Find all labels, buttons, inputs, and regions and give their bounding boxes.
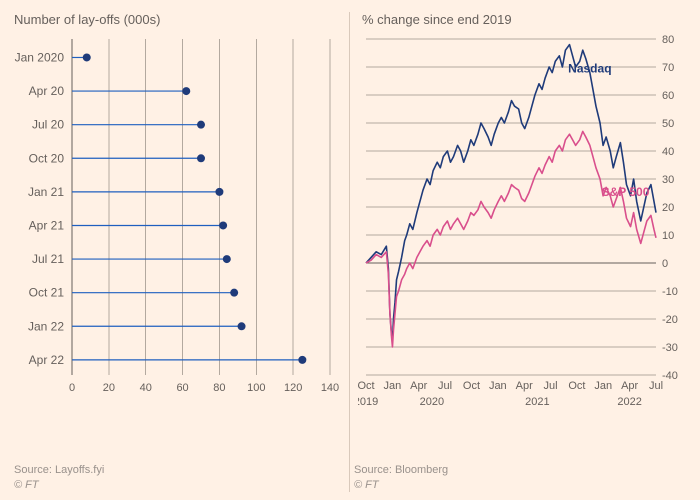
category-label: Jan 2020 bbox=[15, 50, 65, 64]
y-tick-label: 70 bbox=[662, 62, 674, 74]
y-tick-label: 10 bbox=[662, 230, 674, 242]
lollipop-dot bbox=[219, 221, 227, 229]
left-source: Source: Layoffs.fyi bbox=[14, 463, 104, 477]
x-month-label: Oct bbox=[463, 380, 480, 392]
x-tick-label: 120 bbox=[284, 382, 302, 394]
left-copyright: © FT bbox=[14, 478, 104, 492]
right-panel-title: % change since end 2019 bbox=[362, 12, 690, 27]
category-label: Apr 20 bbox=[29, 84, 65, 98]
x-month-label: Jan bbox=[489, 380, 507, 392]
x-tick-label: 80 bbox=[213, 382, 225, 394]
lollipop-dot bbox=[238, 322, 246, 330]
category-label: Jan 22 bbox=[28, 319, 64, 333]
category-label: Jul 20 bbox=[32, 118, 64, 132]
x-tick-label: 100 bbox=[247, 382, 265, 394]
right-panel: % change since end 2019 -40 -30 -20 -10 0 10 2… bbox=[349, 12, 690, 492]
left-svg: 0 20 40 60 80 100 120 140 Jan 2020 Apr 20 Jul 20 Oc… bbox=[10, 33, 340, 433]
x-month-label: Apr bbox=[410, 380, 427, 392]
lollipop-dot bbox=[182, 87, 190, 95]
y-tick-label: 40 bbox=[662, 146, 674, 158]
lollipop-dot bbox=[230, 289, 238, 297]
x-year-label: 2022 bbox=[617, 396, 641, 408]
x-tick-label: 60 bbox=[176, 382, 188, 394]
y-tick-label: -10 bbox=[662, 286, 678, 298]
y-tick-label: -40 bbox=[662, 370, 678, 382]
lollipop-dot bbox=[83, 53, 91, 61]
category-label: Jul 21 bbox=[32, 252, 64, 266]
left-chart: 0 20 40 60 80 100 120 140 Jan 2020 Apr 20 Jul 20 Oc… bbox=[10, 33, 341, 433]
y-tick-label: -30 bbox=[662, 342, 678, 354]
lollipop-dot bbox=[197, 154, 205, 162]
right-svg: -40 -30 -20 -10 0 10 20 30 40 50 60 70 80 Oct Jan Apr Ju… bbox=[358, 33, 690, 433]
y-tick-label: 20 bbox=[662, 202, 674, 214]
x-month-label: Apr bbox=[516, 380, 533, 392]
left-panel: Number of lay-offs (000s) 0 20 40 60 80 100 12… bbox=[10, 12, 349, 492]
series-label: Nasdaq bbox=[568, 62, 611, 76]
lollipop-dot bbox=[223, 255, 231, 263]
left-footer: Source: Layoffs.fyi © FT bbox=[14, 463, 104, 492]
x-tick-label: 40 bbox=[140, 382, 152, 394]
x-month-label: Jul bbox=[438, 380, 452, 392]
category-label: Oct 21 bbox=[29, 286, 65, 300]
right-chart: -40 -30 -20 -10 0 10 20 30 40 50 60 70 80 Oct Jan Apr Ju… bbox=[358, 33, 690, 433]
right-source: Source: Bloomberg bbox=[354, 463, 448, 477]
category-label: Apr 22 bbox=[29, 353, 65, 367]
x-month-label: Oct bbox=[568, 380, 585, 392]
category-label: Oct 20 bbox=[29, 151, 65, 165]
series-label: S&P 500 bbox=[602, 185, 650, 199]
left-panel-title: Number of lay-offs (000s) bbox=[14, 12, 341, 27]
right-footer: Source: Bloomberg © FT bbox=[354, 463, 448, 492]
y-tick-label: 50 bbox=[662, 118, 674, 130]
y-tick-label: 60 bbox=[662, 90, 674, 102]
right-copyright: © FT bbox=[354, 478, 448, 492]
x-month-label: Oct bbox=[358, 380, 375, 392]
x-tick-label: 140 bbox=[321, 382, 339, 394]
x-month-label: Jul bbox=[544, 380, 558, 392]
x-month-label: Jan bbox=[594, 380, 612, 392]
lollipop-dot bbox=[197, 121, 205, 129]
x-tick-label: 0 bbox=[69, 382, 75, 394]
x-month-label: Jul bbox=[649, 380, 663, 392]
x-tick-label: 20 bbox=[103, 382, 115, 394]
x-year-label: 2021 bbox=[525, 396, 549, 408]
y-tick-label: -20 bbox=[662, 314, 678, 326]
x-month-label: Apr bbox=[621, 380, 638, 392]
x-year-label: 2020 bbox=[420, 396, 444, 408]
y-tick-label: 80 bbox=[662, 34, 674, 46]
chart-container: Number of lay-offs (000s) 02040608010012… bbox=[0, 0, 700, 500]
x-year-label: 2019 bbox=[358, 396, 378, 408]
category-label: Apr 21 bbox=[29, 218, 65, 232]
lollipop-dot bbox=[215, 188, 223, 196]
category-label: Jan 21 bbox=[28, 185, 64, 199]
x-month-label: Jan bbox=[383, 380, 401, 392]
y-tick-label: 30 bbox=[662, 174, 674, 186]
lollipop-dot bbox=[298, 356, 306, 364]
y-tick-label: 0 bbox=[662, 258, 668, 270]
